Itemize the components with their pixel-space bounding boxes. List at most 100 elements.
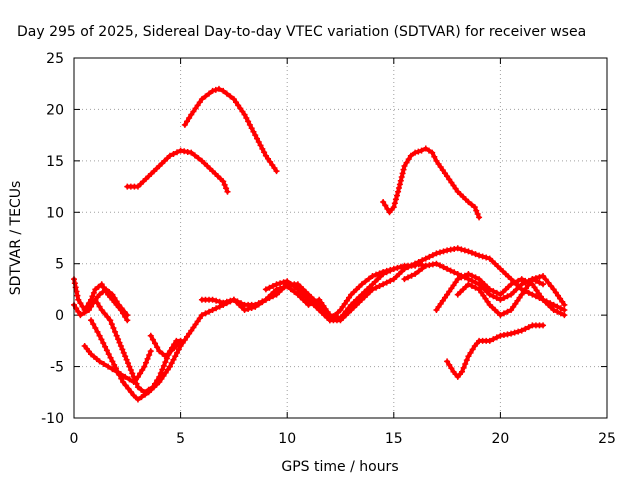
data-point	[277, 280, 284, 287]
data-point	[518, 281, 525, 288]
data-point	[156, 348, 163, 355]
data-point	[479, 253, 486, 260]
data-point	[444, 173, 451, 180]
data-point	[77, 312, 84, 319]
data-point	[273, 286, 280, 293]
data-point	[147, 332, 154, 339]
data-point	[115, 301, 122, 308]
data-point	[511, 329, 518, 336]
data-point	[96, 291, 103, 298]
data-point	[401, 276, 408, 283]
y-tick-label: -10	[41, 411, 64, 427]
data-point	[557, 305, 564, 312]
data-point	[174, 149, 181, 156]
data-point	[515, 328, 522, 335]
data-point	[198, 312, 205, 319]
data-point	[152, 340, 159, 347]
data-point	[536, 279, 543, 286]
data-point	[462, 361, 469, 367]
data-point	[175, 346, 182, 353]
data-point	[196, 315, 203, 322]
data-point	[391, 200, 398, 207]
data-point	[162, 369, 169, 376]
data-point	[405, 274, 412, 281]
data-point	[441, 294, 448, 301]
data-point	[181, 121, 188, 128]
data-point	[287, 286, 294, 293]
data-point	[452, 279, 459, 286]
data-point	[88, 303, 95, 310]
x-tick-label: 15	[385, 431, 403, 447]
data-point	[100, 361, 107, 367]
data-point	[398, 174, 405, 181]
data-point	[522, 325, 529, 332]
data-point	[122, 373, 129, 380]
x-tick-label: 0	[70, 431, 79, 447]
data-point	[493, 289, 500, 296]
data-point	[122, 382, 129, 389]
data-point	[171, 345, 178, 352]
data-point	[134, 396, 141, 403]
data-point	[71, 280, 78, 287]
data-point	[159, 366, 166, 373]
data-point	[340, 311, 347, 318]
data-point	[536, 274, 543, 281]
data-point	[186, 330, 193, 337]
data-point	[192, 105, 199, 112]
data-point	[118, 305, 125, 312]
data-point	[468, 283, 475, 289]
data-point	[508, 307, 515, 313]
data-point	[212, 86, 219, 93]
data-point	[280, 284, 287, 291]
data-point	[397, 263, 404, 270]
data-point	[554, 303, 561, 310]
data-point	[554, 308, 561, 315]
data-point	[124, 317, 131, 324]
data-point	[365, 275, 372, 282]
data-point	[162, 359, 169, 366]
data-point	[202, 310, 209, 317]
plot-area	[71, 85, 568, 403]
data-point	[383, 279, 390, 286]
data-point	[223, 185, 230, 192]
data-point	[262, 286, 269, 293]
data-point	[520, 288, 527, 295]
data-point	[252, 132, 259, 139]
data-point	[107, 317, 114, 324]
data-point	[113, 332, 120, 339]
data-point	[439, 297, 446, 304]
data-point	[380, 281, 387, 288]
data-point	[540, 322, 547, 329]
y-tick-label: 20	[46, 102, 64, 118]
data-point	[467, 349, 474, 356]
data-point	[127, 367, 134, 373]
series-arc-14	[444, 322, 547, 380]
data-point	[142, 391, 149, 398]
data-point	[380, 268, 387, 275]
data-point	[154, 344, 161, 351]
data-point	[177, 337, 184, 344]
data-point	[486, 337, 493, 344]
data-point	[439, 167, 446, 174]
data-point	[106, 289, 113, 295]
data-point	[133, 380, 140, 387]
data-point	[433, 307, 440, 313]
data-point	[104, 313, 111, 320]
data-point	[384, 205, 391, 212]
data-point	[284, 278, 291, 285]
data-point	[142, 359, 149, 366]
data-point	[255, 301, 262, 308]
data-point	[400, 166, 407, 173]
data-point	[324, 309, 331, 316]
data-point	[362, 278, 369, 285]
data-point	[490, 293, 497, 300]
data-point	[209, 296, 216, 303]
data-point	[120, 379, 127, 385]
data-point	[561, 307, 568, 313]
data-point	[95, 283, 102, 290]
data-point	[465, 199, 472, 205]
data-point	[522, 279, 529, 286]
data-point	[412, 149, 419, 156]
data-point	[415, 148, 422, 155]
data-point	[241, 111, 248, 118]
